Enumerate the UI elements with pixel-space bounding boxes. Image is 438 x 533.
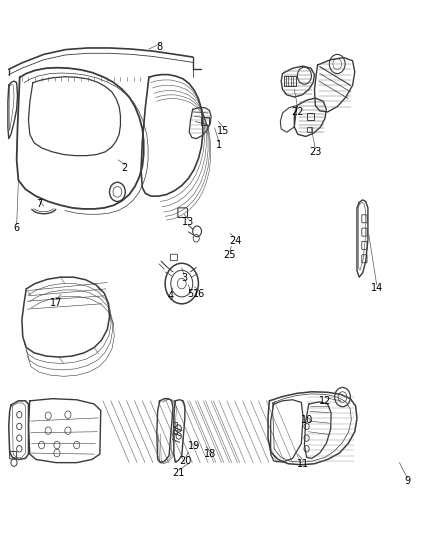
Text: 11: 11 [297,459,309,469]
Text: 24: 24 [229,236,241,246]
Text: 1: 1 [216,140,222,150]
Text: 25: 25 [224,250,236,260]
Text: 7: 7 [36,199,42,208]
Text: 21: 21 [173,469,185,478]
Text: 3: 3 [181,273,187,283]
Text: 4: 4 [168,291,174,301]
Text: 17: 17 [50,298,62,308]
Text: 13: 13 [182,217,194,227]
Text: 2: 2 [122,163,128,173]
Text: 14: 14 [371,283,383,293]
Text: 16: 16 [193,289,205,299]
Text: 23: 23 [309,147,321,157]
Text: 20: 20 [180,456,192,466]
Text: 19: 19 [188,441,201,451]
Text: 22: 22 [292,107,304,117]
Text: 18: 18 [204,449,216,459]
Text: 8: 8 [157,42,163,52]
Text: 5: 5 [187,289,194,299]
Text: 6: 6 [14,223,20,233]
Text: 10: 10 [300,415,313,425]
Text: 9: 9 [404,477,410,486]
Text: 12: 12 [319,396,331,406]
Text: 15: 15 [217,126,230,135]
